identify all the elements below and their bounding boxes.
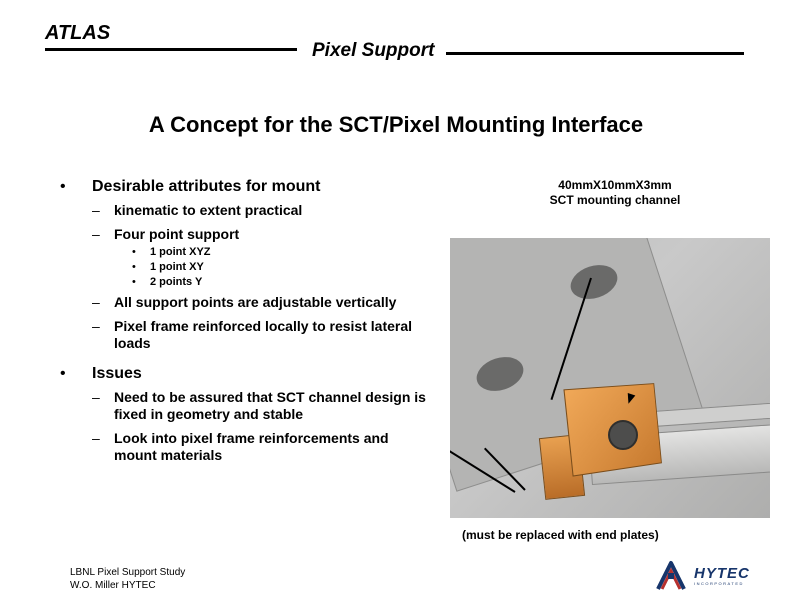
section2-heading: Issues <box>92 365 142 383</box>
hytec-logo-icon <box>654 559 688 593</box>
bullet-dot: • <box>132 276 150 288</box>
bullet-lvl2: – All support points are adjustable vert… <box>92 294 430 312</box>
bullet-dash: – <box>92 202 114 220</box>
bullet-lvl1: • Issues <box>60 365 430 383</box>
bullet-dash: – <box>92 226 114 244</box>
bullet-dot: • <box>60 365 92 383</box>
bullet-lvl3: • 1 point XY <box>132 261 430 273</box>
image-caption: (must be replaced with end plates) <box>462 528 659 542</box>
section1-sub1: kinematic to extent practical <box>114 202 302 220</box>
header-rule-left <box>45 48 297 51</box>
header-rule-right <box>446 52 744 55</box>
slide: ATLAS Pixel Support A Concept for the SC… <box>0 0 792 612</box>
bullet-dot: • <box>132 261 150 273</box>
bullet-lvl2: – Need to be assured that SCT channel de… <box>92 389 430 424</box>
sct-label-line1: 40mmX10mmX3mm <box>558 178 671 192</box>
sct-channel-label: 40mmX10mmX3mm SCT mounting channel <box>530 178 700 208</box>
section1-p1: 1 point XYZ <box>150 246 211 258</box>
section1-sub2: Four point support <box>114 226 239 244</box>
bullet-lvl2: – kinematic to extent practical <box>92 202 430 220</box>
hytec-logo-text: HYTEC INCORPORATED <box>694 566 750 586</box>
sct-label-line2: SCT mounting channel <box>550 193 681 207</box>
bullet-lvl2: – Look into pixel frame reinforcements a… <box>92 430 430 465</box>
logo-name: HYTEC <box>694 566 750 581</box>
bullet-dot: • <box>132 246 150 258</box>
slide-title: A Concept for the SCT/Pixel Mounting Int… <box>0 112 792 138</box>
section1-sub4: Pixel frame reinforced locally to resist… <box>114 318 430 353</box>
bullet-dash: – <box>92 430 114 465</box>
cad-render <box>450 238 770 518</box>
bullet-lvl3: • 2 points Y <box>132 276 430 288</box>
section1-p3: 2 points Y <box>150 276 202 288</box>
section1-heading: Desirable attributes for mount <box>92 178 320 196</box>
hytec-logo: HYTEC INCORPORATED <box>654 558 764 594</box>
section2-sub1: Need to be assured that SCT channel desi… <box>114 389 430 424</box>
header-subtitle: Pixel Support <box>312 40 434 62</box>
cad-bracket-hole <box>608 420 638 450</box>
bullet-dash: – <box>92 318 114 353</box>
section1-sub3: All support points are adjustable vertic… <box>114 294 396 312</box>
bullet-lvl3: • 1 point XYZ <box>132 246 430 258</box>
footer-line1: LBNL Pixel Support Study <box>70 566 185 579</box>
footer-line2: W.O. Miller HYTEC <box>70 579 185 592</box>
bullet-dash: – <box>92 389 114 424</box>
footer-credits: LBNL Pixel Support Study W.O. Miller HYT… <box>70 566 185 592</box>
section1-p2: 1 point XY <box>150 261 204 273</box>
content-left: • Desirable attributes for mount – kinem… <box>60 178 430 465</box>
bullet-lvl2: – Four point support <box>92 226 430 244</box>
logo-sub: INCORPORATED <box>694 582 750 586</box>
content-right: 40mmX10mmX3mm SCT mounting channel (must… <box>450 178 760 208</box>
bullet-lvl1: • Desirable attributes for mount <box>60 178 430 196</box>
bullet-dash: – <box>92 294 114 312</box>
section2-sub2: Look into pixel frame reinforcements and… <box>114 430 430 465</box>
bullet-dot: • <box>60 178 92 196</box>
header-atlas: ATLAS <box>45 22 110 45</box>
bullet-lvl2: – Pixel frame reinforced locally to resi… <box>92 318 430 353</box>
